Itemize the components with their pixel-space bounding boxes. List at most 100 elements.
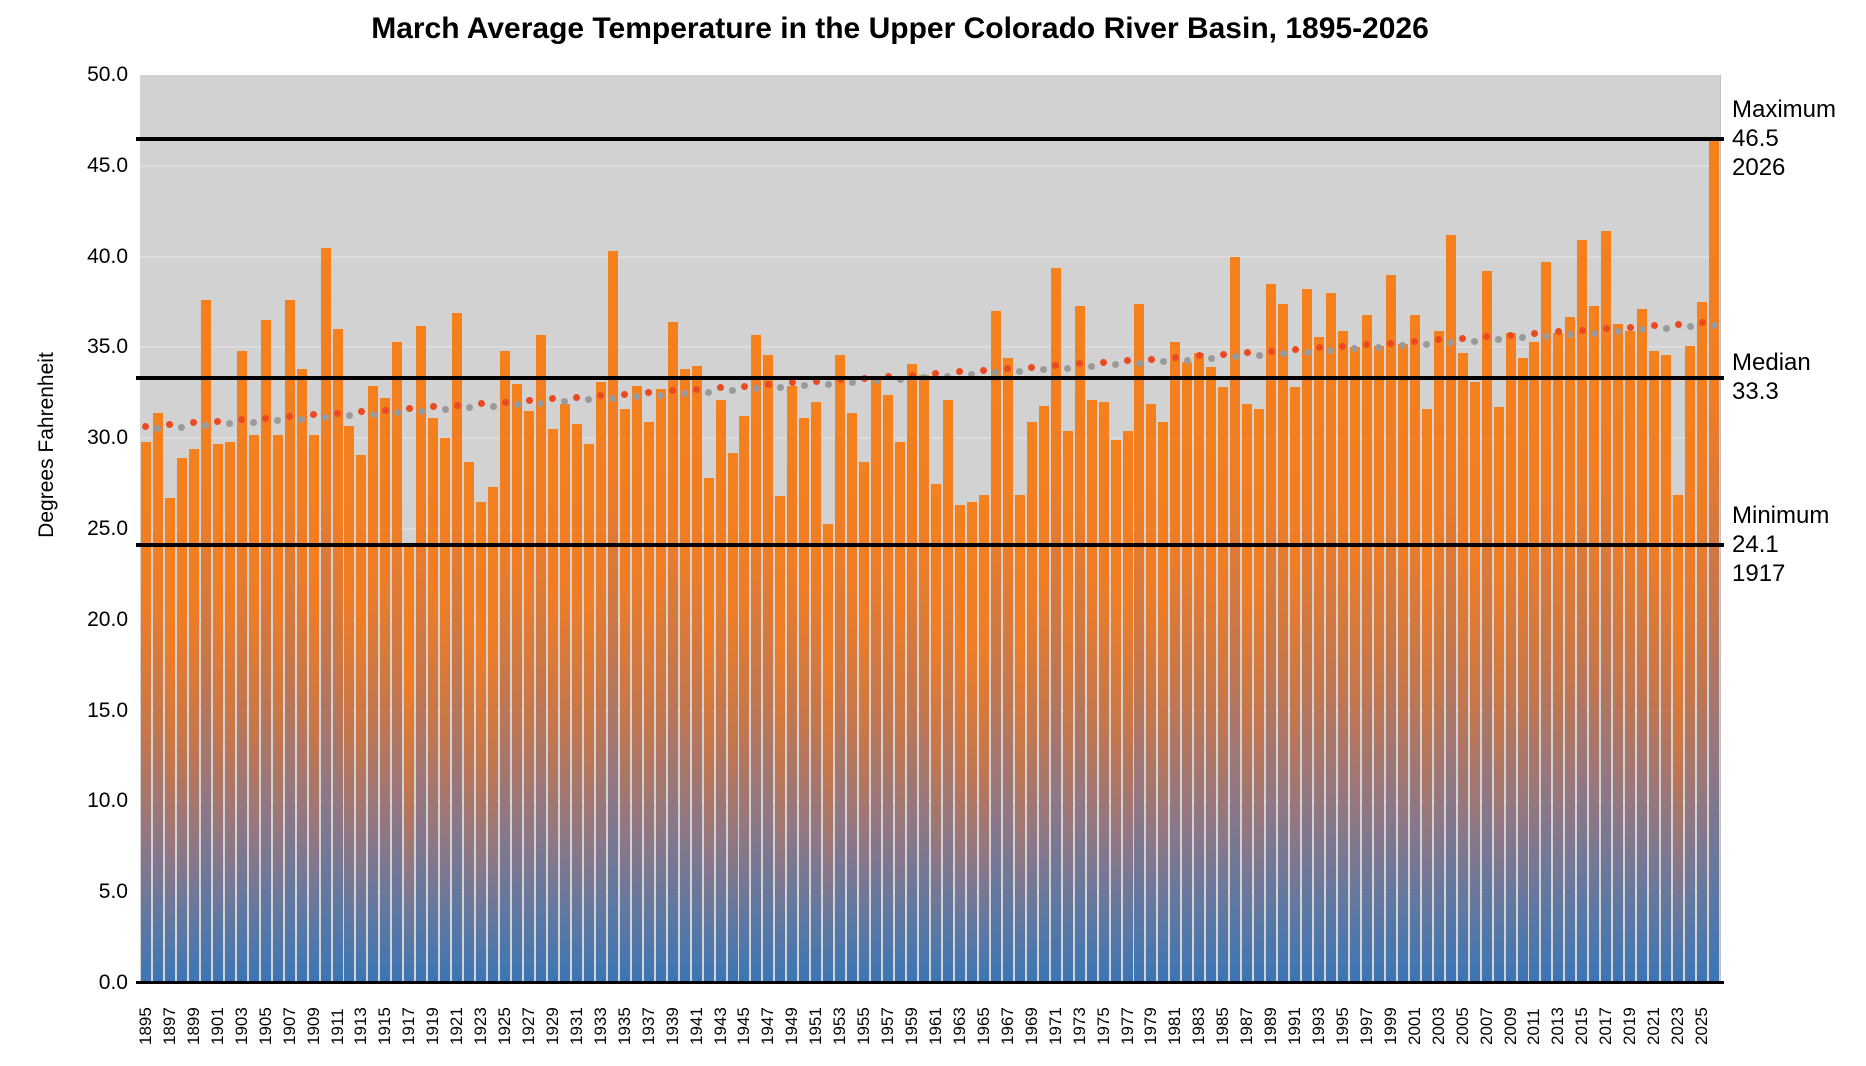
x-label-1911: 1911 — [327, 1008, 347, 1045]
trend-dot-1926 — [513, 401, 521, 409]
trend-dot-1935 — [621, 390, 629, 398]
bar-1929 — [547, 429, 558, 983]
trend-dot-2017 — [1602, 325, 1610, 333]
x-label-1977: 1977 — [1117, 1007, 1137, 1045]
bar-1906 — [272, 434, 283, 983]
trend-dot-2020 — [1638, 326, 1646, 334]
trend-dot-1971 — [1052, 361, 1060, 369]
maximum-annotation: Maximum 46.5 2026 — [1732, 95, 1836, 182]
trend-dot-1965 — [980, 366, 988, 374]
plot-area — [136, 75, 1724, 983]
trend-dot-1959 — [908, 371, 916, 379]
x-label-2023: 2023 — [1668, 1007, 1688, 1045]
bar-1965 — [978, 494, 989, 983]
trend-dot-1978 — [1135, 359, 1143, 367]
trend-dot-2005 — [1459, 334, 1467, 342]
bar-1933 — [595, 381, 606, 983]
bar-1986 — [1230, 256, 1241, 983]
x-label-1979: 1979 — [1141, 1007, 1161, 1045]
x-label-1939: 1939 — [662, 1007, 682, 1045]
trend-dot-1952 — [824, 380, 832, 388]
x-label-1949: 1949 — [782, 1007, 802, 1045]
trend-dot-1909 — [310, 411, 318, 419]
gridline-5 — [140, 891, 1720, 894]
bar-1917 — [404, 545, 415, 983]
x-label-1965: 1965 — [973, 1007, 993, 1045]
trend-dot-1990 — [1279, 350, 1287, 358]
x-label-1909: 1909 — [303, 1007, 323, 1045]
trend-dot-1970 — [1040, 366, 1048, 374]
x-label-1995: 1995 — [1332, 1007, 1352, 1045]
x-label-1991: 1991 — [1285, 1007, 1305, 1045]
bar-1960 — [919, 374, 930, 983]
bar-1927 — [524, 410, 535, 983]
bar-1958 — [895, 441, 906, 983]
trend-dot-1980 — [1159, 358, 1167, 366]
trend-dot-1912 — [345, 412, 353, 420]
x-label-1947: 1947 — [758, 1007, 778, 1045]
x-label-1913: 1913 — [351, 1007, 371, 1045]
median-line — [136, 376, 1724, 381]
maximum-value: 46.5 — [1732, 124, 1779, 152]
bar-1936 — [631, 385, 642, 983]
bar-1954 — [847, 412, 858, 983]
gridline-15 — [140, 709, 1720, 712]
x-label-1983: 1983 — [1189, 1007, 1209, 1045]
bar-2021 — [1649, 351, 1660, 983]
trend-dot-1924 — [489, 402, 497, 410]
trend-dot-2026 — [1710, 321, 1718, 329]
y-tick-50.0: 50.0 — [87, 63, 128, 86]
bar-1899 — [188, 449, 199, 983]
trend-dot-1911 — [334, 409, 341, 417]
maximum-year: 2026 — [1732, 153, 1786, 181]
bar-2018 — [1613, 323, 1624, 983]
bar-1972 — [1062, 430, 1073, 983]
bar-2016 — [1589, 305, 1600, 983]
bar-1988 — [1254, 409, 1265, 983]
trend-dot-2021 — [1650, 322, 1658, 330]
bar-1921 — [452, 312, 463, 983]
bar-1942 — [703, 478, 714, 983]
trend-dot-1939 — [669, 387, 677, 395]
trend-dot-1950 — [800, 382, 808, 390]
x-label-1999: 1999 — [1380, 1007, 1400, 1045]
trend-dot-1919 — [429, 403, 437, 411]
median-annotation: Median 33.3 — [1732, 348, 1811, 406]
x-label-1929: 1929 — [542, 1007, 562, 1045]
x-label-1897: 1897 — [159, 1007, 179, 1045]
x-label-1903: 1903 — [231, 1007, 251, 1045]
trend-dot-1901 — [214, 417, 222, 425]
trend-dot-1931 — [573, 393, 581, 401]
bar-1920 — [440, 438, 451, 983]
trend-dot-1933 — [597, 392, 605, 400]
x-label-1955: 1955 — [854, 1007, 874, 1045]
bar-1961 — [931, 483, 941, 983]
trend-dot-1940 — [681, 390, 689, 398]
gridline-40 — [140, 255, 1720, 258]
minimum-label: Minimum — [1732, 502, 1830, 530]
x-label-2001: 2001 — [1404, 1007, 1424, 1045]
x-label-1987: 1987 — [1237, 1007, 1257, 1045]
bar-1996 — [1349, 347, 1360, 983]
x-label-2005: 2005 — [1452, 1007, 1472, 1045]
trend-dot-1988 — [1255, 351, 1263, 359]
trend-dot-1964 — [968, 370, 976, 378]
trend-dot-1922 — [465, 404, 473, 412]
x-label-2015: 2015 — [1572, 1007, 1592, 1045]
bar-2010 — [1517, 358, 1528, 983]
x-label-1951: 1951 — [806, 1007, 826, 1045]
bar-1999 — [1385, 274, 1396, 983]
bar-1987 — [1242, 403, 1253, 983]
bar-2012 — [1541, 262, 1552, 983]
trend-dot-1907 — [286, 412, 294, 420]
bar-2020 — [1637, 309, 1648, 983]
bar-2015 — [1577, 240, 1588, 983]
bar-1924 — [488, 487, 499, 983]
median-label: Median — [1732, 349, 1811, 377]
bar-1928 — [536, 334, 546, 983]
trend-dot-1991 — [1291, 346, 1299, 353]
trend-dot-1998 — [1375, 343, 1383, 351]
bar-1912 — [344, 425, 355, 983]
bar-1909 — [308, 434, 319, 983]
bar-1994 — [1326, 292, 1336, 983]
